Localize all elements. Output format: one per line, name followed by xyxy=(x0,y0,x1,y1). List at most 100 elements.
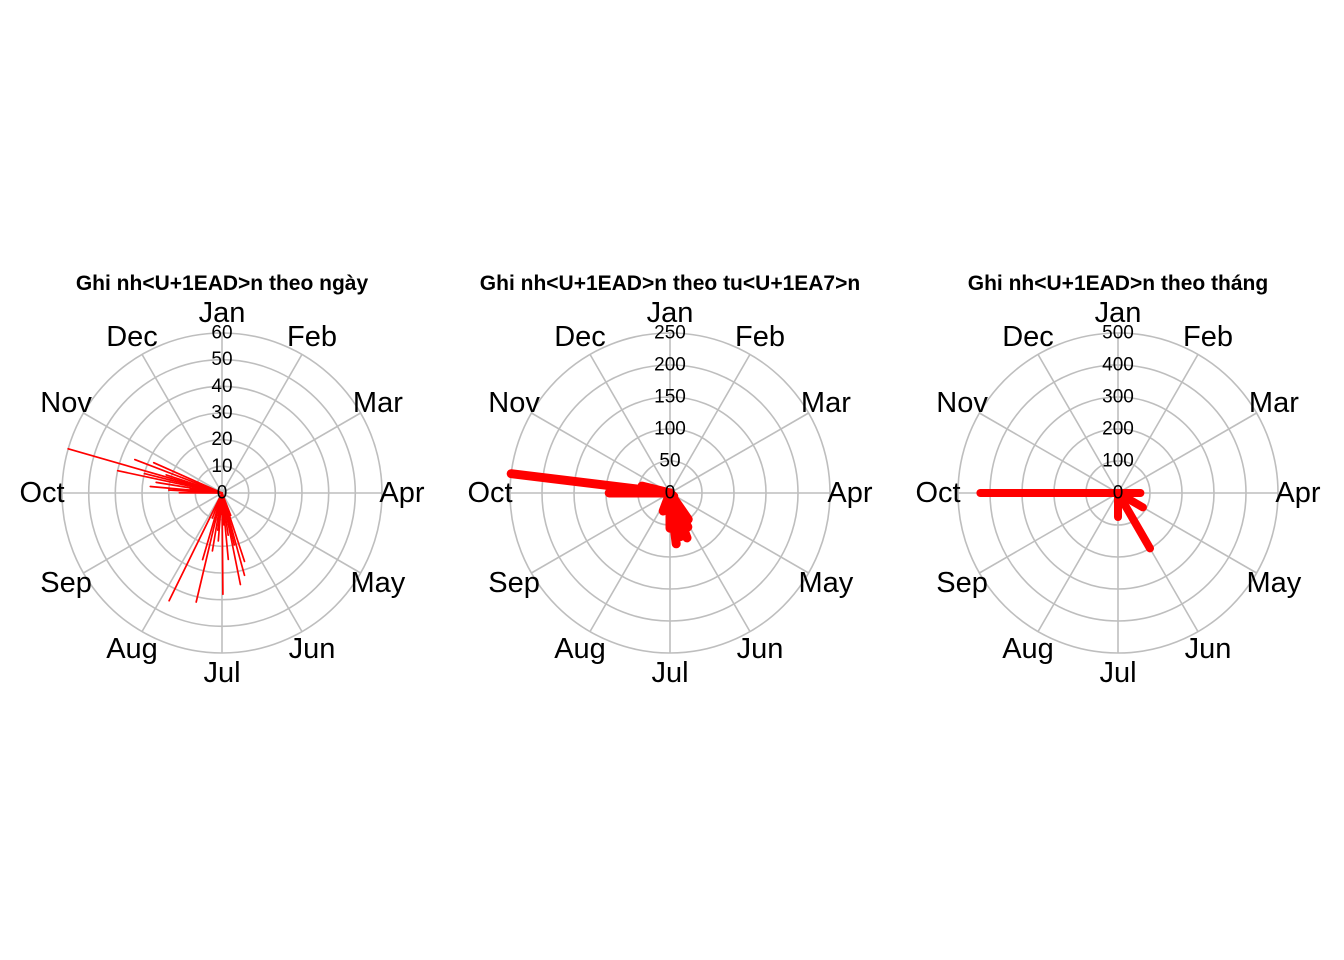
data-segment-daily-14 xyxy=(201,492,223,561)
month-label-jul: Jul xyxy=(1099,657,1136,689)
month-label-feb: Feb xyxy=(287,321,337,353)
grid-spoke xyxy=(1037,492,1119,632)
radial-tick-label: 150 xyxy=(654,387,686,408)
radial-tick-label: 40 xyxy=(211,376,232,397)
month-label-jan: Jan xyxy=(647,297,694,329)
data-bars-weekly xyxy=(506,469,693,549)
grid-spoke xyxy=(531,492,671,574)
grid-spoke xyxy=(669,412,809,494)
grid-spoke xyxy=(221,354,303,494)
month-labels-weekly: Jan Feb Mar Apr May Jun Jul Aug Sep Oct Nov Dec xyxy=(467,297,872,689)
data-segment-weekly-12 xyxy=(637,481,675,498)
month-label-jan: Jan xyxy=(199,297,246,329)
panel-daily: Ghi nh<U+1EAD>n theo ngày 0102030405060 … xyxy=(19,272,424,689)
radial-tick-label: 50 xyxy=(659,451,680,472)
month-label-jul: Jul xyxy=(651,657,688,689)
month-labels-monthly: Jan Feb Mar Apr May Jun Jul Aug Sep Oct Nov Dec xyxy=(915,297,1320,689)
radial-tick-label: 0 xyxy=(217,483,228,504)
month-label-dec: Dec xyxy=(554,321,606,353)
month-label-aug: Aug xyxy=(106,633,158,665)
grid-spoke xyxy=(669,492,809,574)
month-label-apr: Apr xyxy=(379,477,424,509)
grid-spoke xyxy=(531,412,671,494)
month-label-apr: Apr xyxy=(1275,477,1320,509)
month-label-oct: Oct xyxy=(467,477,512,509)
month-label-sep: Sep xyxy=(936,567,988,599)
month-label-feb: Feb xyxy=(735,321,785,353)
data-segment-daily-27 xyxy=(152,461,223,494)
data-segment-monthly-2 xyxy=(1114,489,1154,553)
grid-spoke xyxy=(979,412,1119,494)
radial-tick-label: 10 xyxy=(211,456,232,477)
month-label-sep: Sep xyxy=(40,567,92,599)
month-label-apr: Apr xyxy=(827,477,872,509)
radial-tick-label: 0 xyxy=(665,483,676,504)
grid-spoke xyxy=(589,492,671,632)
month-label-jun: Jun xyxy=(289,633,336,665)
panel-title-daily: Ghi nh<U+1EAD>n theo ngày xyxy=(76,272,369,295)
month-label-aug: Aug xyxy=(1002,633,1054,665)
panel-title-monthly: Ghi nh<U+1EAD>n theo tháng xyxy=(968,272,1268,295)
radial-tick-label: 30 xyxy=(211,403,232,424)
grid-spoke xyxy=(669,354,751,494)
month-label-dec: Dec xyxy=(1002,321,1054,353)
month-label-jun: Jun xyxy=(737,633,784,665)
radial-ticks-daily: 0 10 20 30 40 50 60 xyxy=(211,323,232,504)
data-segment-daily-13 xyxy=(195,492,223,603)
month-label-mar: Mar xyxy=(1249,387,1299,419)
panel-monthly: Ghi nh<U+1EAD>n theo tháng 0 100 200 300 400… xyxy=(915,272,1320,689)
month-label-aug: Aug xyxy=(554,633,606,665)
radial-tick-label: 400 xyxy=(1102,355,1134,376)
month-label-may: May xyxy=(351,567,406,599)
radial-tick-label: 100 xyxy=(654,419,686,440)
radial-tick-label: 500 xyxy=(1102,323,1134,344)
radial-tick-label: 200 xyxy=(654,355,686,376)
panel-title-weekly: Ghi nh<U+1EAD>n theo tu<U+1EA7>n xyxy=(480,272,860,295)
grid-spoke xyxy=(1117,354,1199,494)
radial-tick-label: 60 xyxy=(211,323,232,344)
month-label-jun: Jun xyxy=(1185,633,1232,665)
data-bars-daily xyxy=(67,447,246,603)
month-label-nov: Nov xyxy=(936,387,988,419)
radial-tick-label: 20 xyxy=(211,429,232,450)
data-segment-daily-16 xyxy=(168,492,223,602)
month-label-feb: Feb xyxy=(1183,321,1233,353)
month-label-oct: Oct xyxy=(19,477,64,509)
month-labels-daily: Jan Feb Mar Apr May Jun Jul Aug Sep Oct Nov Dec xyxy=(19,297,424,689)
month-label-mar: Mar xyxy=(353,387,403,419)
radial-ticks-monthly: 0 100 200 300 400 500 xyxy=(1102,323,1134,504)
radial-tick-label: 100 xyxy=(1102,451,1134,472)
grid-spoke xyxy=(83,492,223,574)
grid-spoke xyxy=(141,492,223,632)
month-label-nov: Nov xyxy=(488,387,540,419)
panel-weekly: Ghi nh<U+1EAD>n theo tu<U+1EA7>n 0 50 100 1… xyxy=(467,272,872,689)
radial-tick-label: 300 xyxy=(1102,387,1134,408)
grid-spoke xyxy=(1117,412,1257,494)
radial-tick-label: 0 xyxy=(1113,483,1124,504)
grid-spoke xyxy=(589,354,671,494)
grid-spoke xyxy=(221,412,361,494)
month-label-oct: Oct xyxy=(915,477,960,509)
month-label-dec: Dec xyxy=(106,321,158,353)
month-label-jul: Jul xyxy=(203,657,240,689)
radial-tick-label: 50 xyxy=(211,349,232,370)
month-label-may: May xyxy=(799,567,854,599)
grid-spoke xyxy=(221,492,303,632)
grid-spoke xyxy=(221,492,361,574)
month-label-jan: Jan xyxy=(1095,297,1142,329)
grid-spoke xyxy=(979,492,1119,574)
radial-tick-label: 200 xyxy=(1102,419,1134,440)
grid-spoke xyxy=(1037,354,1119,494)
radial-ticks-weekly: 0 50 100 150 200 250 xyxy=(654,323,686,504)
month-label-mar: Mar xyxy=(801,387,851,419)
grid-spoke xyxy=(83,412,223,494)
data-bars-monthly xyxy=(976,489,1154,553)
month-label-nov: Nov xyxy=(40,387,92,419)
month-label-may: May xyxy=(1247,567,1302,599)
month-label-sep: Sep xyxy=(488,567,540,599)
data-segment-daily-24 xyxy=(67,447,223,494)
grid-spoke xyxy=(141,354,223,494)
radial-tick-label: 250 xyxy=(654,323,686,344)
